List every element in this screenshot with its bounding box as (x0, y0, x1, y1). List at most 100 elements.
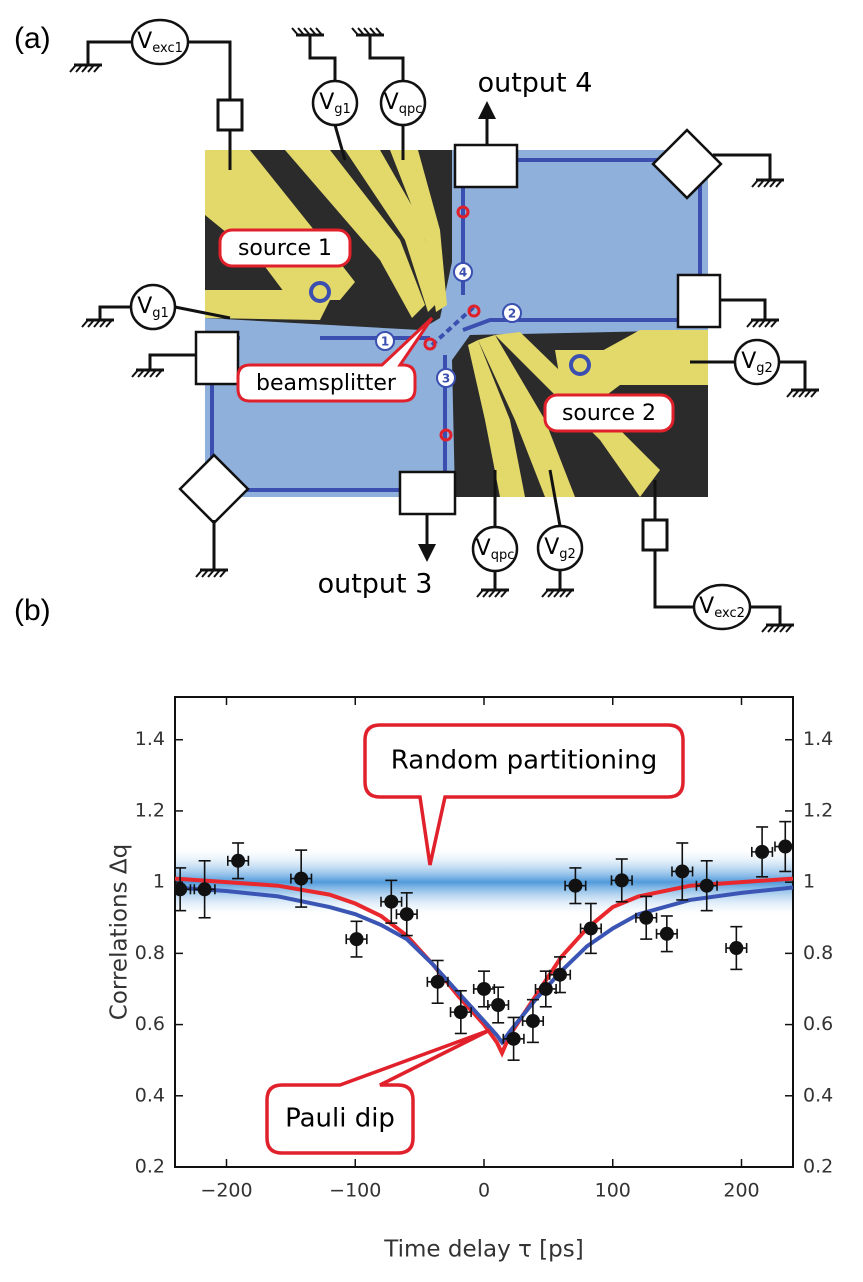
callout-box (236, 316, 434, 403)
ground-hatch (75, 64, 83, 73)
gate (205, 290, 330, 320)
y-tick-label: 0.2 (135, 1156, 165, 1178)
output-label: output 3 (318, 569, 433, 600)
ground-hatch (752, 319, 760, 328)
gate (285, 150, 425, 318)
ground-hatch (369, 27, 377, 36)
y-tick-label: 1 (153, 871, 165, 893)
voltmeter (379, 79, 427, 127)
wire (148, 353, 196, 370)
data-point (552, 967, 567, 982)
data-point (525, 1014, 540, 1029)
gate (390, 150, 447, 312)
ground-hatch (500, 589, 508, 598)
panel-label: (b) (14, 594, 51, 627)
voltmeter (733, 338, 781, 386)
coax (641, 518, 669, 552)
voltmeter-symbol: V (741, 349, 756, 374)
path-number-badge (502, 303, 522, 323)
path-number-badge (375, 331, 395, 351)
y-tick-label: 1.2 (135, 799, 165, 821)
coax (216, 98, 244, 132)
ground-hatch (758, 319, 766, 328)
path-number: 3 (442, 372, 450, 386)
data-point (349, 932, 364, 947)
y-tick-label: 0.6 (135, 1013, 165, 1035)
ground-hatch (775, 179, 783, 188)
ground-hatch (770, 319, 778, 328)
path-number: 2 (508, 307, 516, 321)
callout-box (218, 228, 352, 268)
voltmeter-subscript: qpc (399, 102, 423, 117)
voltmeter-symbol: V (384, 90, 399, 115)
voltmeter (311, 79, 359, 127)
wire (720, 298, 767, 320)
y-tick-label: 1.4 (135, 728, 165, 750)
voltmeter-label: Vg1 (137, 294, 169, 321)
ground-hatch (357, 27, 365, 36)
ground-hatch (297, 27, 305, 36)
voltmeter-label: Vg1 (319, 90, 351, 117)
random-partitioning-band (175, 846, 793, 918)
y-tick-label: 1 (803, 871, 815, 893)
callout-box (363, 723, 685, 866)
path-number-badge (453, 262, 473, 282)
voltmeter-symbol: V (699, 594, 714, 619)
ohmic-contact (676, 273, 722, 329)
ground-hatch (309, 27, 317, 36)
x-tick-label: 100 (595, 1180, 631, 1202)
annotation: Random partitioning (391, 746, 657, 776)
voltmeter-label: Vexc2 (699, 594, 745, 621)
x-tick-label: −200 (200, 1180, 252, 1202)
ground-hatch (131, 369, 139, 378)
wire (333, 124, 347, 161)
voltmeter (471, 525, 519, 573)
ground-hatch (786, 389, 794, 398)
data-point (384, 894, 399, 909)
gate (600, 330, 708, 352)
voltmeter-label: Vg2 (544, 535, 576, 562)
ground-hatch (303, 27, 311, 36)
ground-hatch (87, 64, 95, 73)
voltmeter (536, 524, 584, 572)
data-point (197, 882, 212, 897)
data-point (506, 1031, 521, 1046)
ground-hatch (213, 569, 221, 578)
gate (345, 150, 440, 312)
ohmic-contact (651, 128, 723, 200)
ohmic-contact (178, 453, 250, 525)
callout-text: source 2 (562, 401, 656, 426)
data-point (583, 921, 598, 936)
wire (86, 40, 132, 65)
voltmeter-symbol: V (137, 294, 152, 319)
ground-hatch (155, 369, 163, 378)
voltmeter-label: Vqpc (384, 90, 423, 117)
ground-hatch (315, 27, 323, 36)
callout-box (265, 1028, 491, 1155)
path-number-badge (436, 368, 456, 388)
x-tick-label: −100 (329, 1180, 381, 1202)
y-tick-label: 0.8 (135, 942, 165, 964)
wire (98, 305, 131, 320)
path-number: 4 (459, 266, 467, 280)
y-tick-label: 0.2 (803, 1156, 833, 1178)
panel-label: (a) (14, 22, 51, 55)
ground-hatch (757, 179, 765, 188)
x-tick-label: 200 (723, 1180, 759, 1202)
x-tick-label: 0 (478, 1180, 490, 1202)
ground-hatch (93, 64, 101, 73)
ohmic-contact (453, 143, 519, 189)
ground-hatch (779, 624, 787, 633)
gate (468, 340, 525, 497)
ground-hatch (93, 319, 101, 328)
data-point (699, 878, 714, 893)
wire (779, 360, 807, 390)
data-point (614, 873, 629, 888)
voltmeter-subscript: g2 (756, 361, 773, 376)
voltmeter-subscript: exc1 (152, 41, 183, 56)
ground-hatch (207, 569, 215, 578)
ground-hatch (482, 589, 490, 598)
ground-hatch (764, 319, 772, 328)
ground-hatch (149, 369, 157, 378)
ground-hatch (351, 27, 359, 36)
